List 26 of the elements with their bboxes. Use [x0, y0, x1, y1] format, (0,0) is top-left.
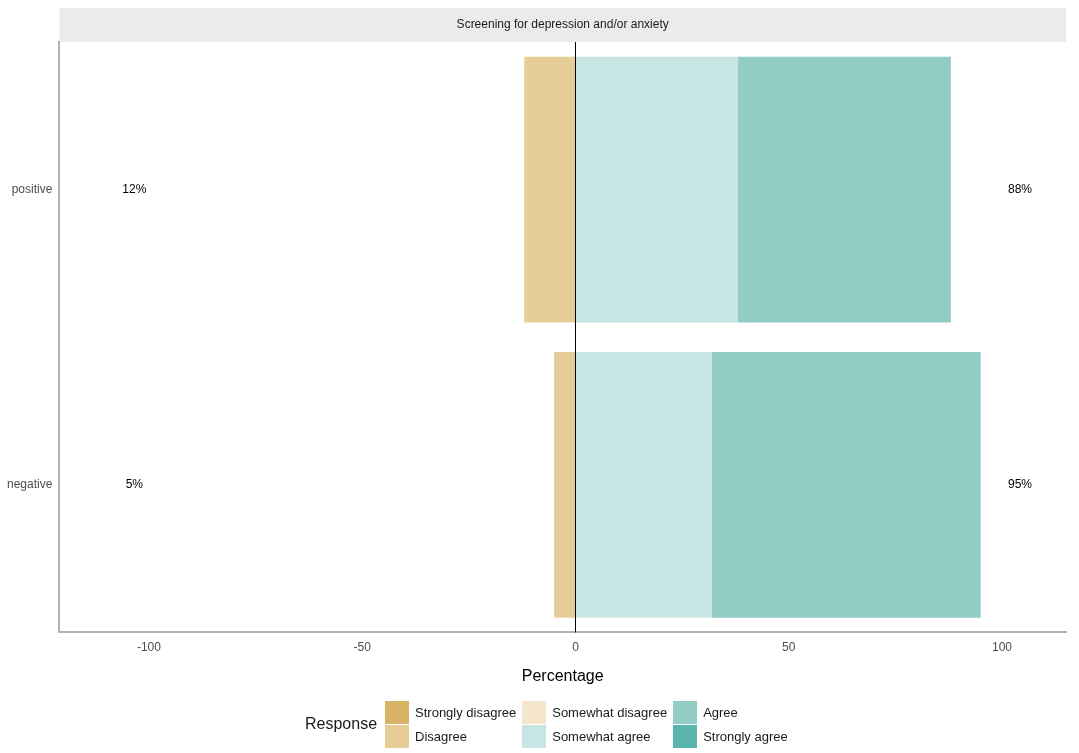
- y-tick-label: positive: [11, 181, 53, 196]
- bar: [737, 56, 951, 323]
- x-axis-title: Percentage: [521, 666, 604, 684]
- legend-title: Response: [305, 715, 378, 733]
- bar: [575, 56, 738, 323]
- legend-label: Somewhat disagree: [552, 704, 668, 720]
- x-tick-label: 50: [782, 639, 796, 654]
- x-tick-label: 0: [572, 639, 580, 654]
- annotation: 88%: [1007, 181, 1033, 196]
- legend-label: Disagree: [415, 728, 468, 744]
- bar: [711, 351, 981, 618]
- annotation: 5%: [125, 477, 144, 492]
- x-tick-label: -100: [136, 639, 162, 654]
- bar: [575, 351, 712, 618]
- legend-label: Strongly disagree: [415, 704, 517, 720]
- y-tick-label: negative: [6, 477, 53, 492]
- bar: [554, 351, 576, 618]
- legend-label: Agree: [703, 704, 738, 720]
- bar: [524, 56, 576, 323]
- annotation: 95%: [1007, 477, 1033, 492]
- chart-title: Screening for depression and/or anxiety: [456, 17, 669, 32]
- x-tick-label: -50: [353, 639, 372, 654]
- annotation: 12%: [122, 181, 147, 196]
- legend-label: Somewhat agree: [552, 728, 651, 744]
- x-tick-label: 100: [992, 639, 1013, 654]
- legend-label: Strongly agree: [703, 728, 788, 744]
